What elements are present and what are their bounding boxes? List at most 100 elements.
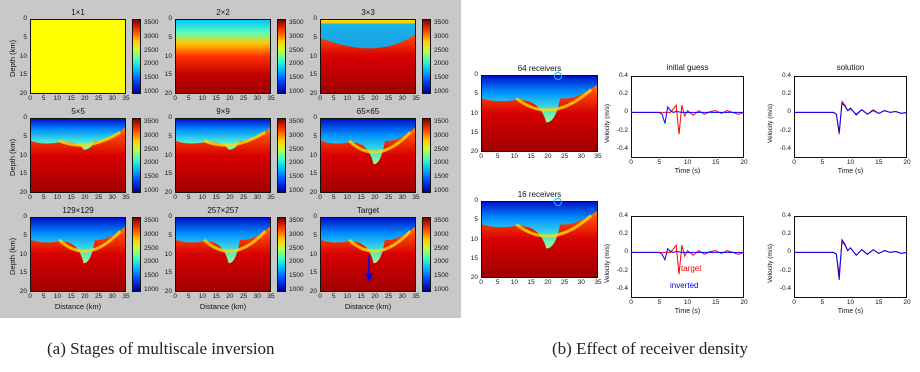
colorbar-tick-label: 1000 xyxy=(144,88,159,95)
x-tick-label: 0 xyxy=(792,159,796,166)
colorbar-tick-label: 1500 xyxy=(144,74,159,82)
y-tick-label: 20 xyxy=(19,189,27,196)
depth-axis-label: Depth (km) xyxy=(8,39,17,77)
colorbar-tick-label: 1000 xyxy=(289,187,304,194)
x-tick-label: 5 xyxy=(657,299,662,306)
x-tick-label: 0 xyxy=(318,293,322,300)
y-tick-label: 15 xyxy=(470,254,478,262)
y-tick-label: -0.4 xyxy=(616,284,628,292)
y-tick-label: -0.4 xyxy=(779,144,791,152)
x-tick-label: 25 xyxy=(94,194,103,201)
y-tick-label: 10 xyxy=(309,151,317,159)
x-tick-label: 5 xyxy=(331,95,336,102)
velocity-model-image xyxy=(321,20,415,93)
x-tick-label: 20 xyxy=(371,293,379,300)
y-tick-label: 5 xyxy=(313,132,317,140)
y-tick-label: 10 xyxy=(19,151,27,159)
colorbar-tick-label: 2500 xyxy=(289,145,304,153)
y-tick-label: 20 xyxy=(309,189,317,196)
colorbar-tick-label: 2000 xyxy=(434,159,449,167)
colorbar-tick-label: 2500 xyxy=(289,46,304,54)
colorbar-tick-label: 1500 xyxy=(289,74,304,82)
x-tick-label: 0 xyxy=(629,159,633,166)
x-tick-label: 5 xyxy=(495,153,500,160)
x-tick-label: 0 xyxy=(629,299,633,306)
y-tick-label: 0 xyxy=(474,197,478,204)
y-tick-label: 20 xyxy=(19,288,27,295)
x-tick-label: 0 xyxy=(28,95,32,102)
velocity-axis-label: Velocity (m/s) xyxy=(767,103,774,143)
x-tick-label: 10 xyxy=(53,293,62,300)
depth-axis-label: Depth (km) xyxy=(8,138,17,176)
y-tick-label: 0 xyxy=(168,15,172,22)
colorbar-tick-label: 3500 xyxy=(144,19,159,26)
x-tick-label: 20 xyxy=(903,299,911,306)
velocity-model-plot xyxy=(175,217,271,292)
y-tick-label: 0 xyxy=(313,213,317,220)
colorbar-tick-label: 2500 xyxy=(289,244,304,252)
y-tick-label: 5 xyxy=(23,132,27,140)
x-tick-label: 5 xyxy=(186,293,191,300)
y-tick-label: 0.4 xyxy=(781,72,791,79)
y-tick-label: -0.4 xyxy=(779,284,791,292)
velocity-model-plot xyxy=(30,118,126,193)
x-tick-label: 10 xyxy=(846,299,855,306)
colorbar-tick-label: 3500 xyxy=(434,118,449,125)
time-axis-label: Time (s) xyxy=(674,308,701,315)
colorbar xyxy=(277,217,286,292)
x-tick-label: 0 xyxy=(28,194,32,201)
colorbar xyxy=(277,19,286,94)
colorbar-tick-label: 2000 xyxy=(144,60,159,68)
x-tick-label: 25 xyxy=(239,194,248,201)
colorbar xyxy=(422,118,431,193)
colorbar-tick-label: 1500 xyxy=(144,173,159,181)
x-tick-label: 10 xyxy=(846,159,855,166)
subplot-title: 9×9 xyxy=(216,107,230,116)
colorbar-tick-label: 3000 xyxy=(434,131,449,139)
x-tick-label: 15 xyxy=(357,194,365,201)
colorbar-tick-label: 2500 xyxy=(144,46,159,54)
x-tick-label: 35 xyxy=(122,194,130,201)
x-tick-label: 10 xyxy=(510,153,519,160)
y-tick-label: 0 xyxy=(787,248,791,256)
colorbar-tick-label: 3000 xyxy=(289,230,304,238)
velocity-axis-label: Velocity (m/s) xyxy=(767,243,774,283)
colorbar-tick-label: 3500 xyxy=(289,19,304,26)
colorbar-tick-label: 3500 xyxy=(289,118,304,125)
x-tick-label: 20 xyxy=(226,194,234,201)
trace-plot xyxy=(794,76,908,158)
x-tick-label: 25 xyxy=(560,279,569,286)
x-tick-label: 10 xyxy=(343,293,352,300)
x-tick-label: 5 xyxy=(41,293,46,300)
x-tick-label: 5 xyxy=(331,293,336,300)
y-tick-label: 15 xyxy=(19,170,27,178)
x-tick-label: 35 xyxy=(594,279,602,286)
trace-plot xyxy=(794,216,908,298)
colorbar xyxy=(132,118,141,193)
colorbar-tick-label: 1000 xyxy=(434,187,449,194)
y-tick-label: 0.2 xyxy=(781,230,791,238)
y-tick-label: 0 xyxy=(474,71,478,78)
x-tick-label: 35 xyxy=(412,95,420,102)
x-tick-label: 20 xyxy=(544,279,552,286)
velocity-axis-label: Velocity (m/s) xyxy=(604,243,611,283)
x-tick-label: 25 xyxy=(239,95,248,102)
x-tick-label: 15 xyxy=(67,95,75,102)
colorbar-tick-label: 2000 xyxy=(434,60,449,68)
x-tick-label: 0 xyxy=(318,95,322,102)
x-tick-label: 30 xyxy=(577,279,585,286)
x-tick-label: 25 xyxy=(94,95,103,102)
x-tick-label: 20 xyxy=(81,194,89,201)
y-tick-label: 10 xyxy=(309,250,317,258)
x-tick-label: 35 xyxy=(267,194,275,201)
y-tick-label: 0 xyxy=(23,114,27,121)
x-tick-label: 0 xyxy=(173,95,177,102)
colorbar-tick-label: 3000 xyxy=(289,32,304,40)
colorbar-tick-label: 2000 xyxy=(289,159,304,167)
colorbar-tick-label: 2500 xyxy=(144,145,159,153)
x-tick-label: 30 xyxy=(398,293,406,300)
x-tick-label: 15 xyxy=(527,279,535,286)
colorbar-tick-label: 1500 xyxy=(434,272,449,280)
x-tick-label: 5 xyxy=(186,194,191,201)
x-tick-label: 25 xyxy=(239,293,248,300)
